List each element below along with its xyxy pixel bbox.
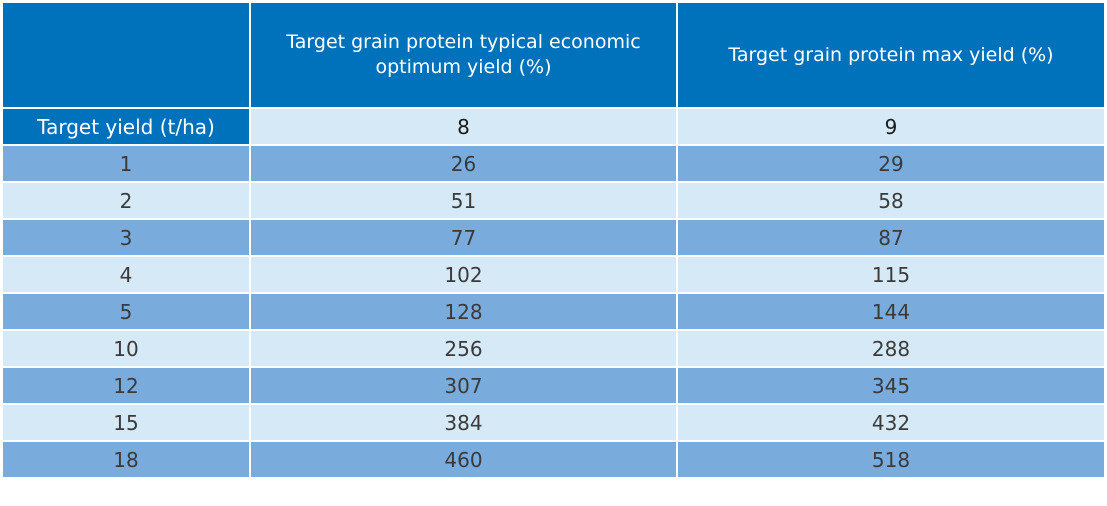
economic-optimum-cell: 307 [251, 368, 676, 403]
protein-value-max: 9 [678, 109, 1104, 144]
yield-cell: 3 [3, 220, 249, 255]
economic-optimum-cell: 128 [251, 294, 676, 329]
table-row: 1 26 29 [3, 146, 1104, 181]
table-row: 12 307 345 [3, 368, 1104, 403]
protein-value-economic: 8 [251, 109, 676, 144]
max-yield-cell: 345 [678, 368, 1104, 403]
yield-cell: 5 [3, 294, 249, 329]
table-row: 2 51 58 [3, 183, 1104, 218]
header-row: Target grain protein typical economic op… [3, 3, 1104, 107]
yield-cell: 18 [3, 442, 249, 477]
yield-cell: 10 [3, 331, 249, 366]
max-yield-cell: 87 [678, 220, 1104, 255]
table-row: 18 460 518 [3, 442, 1104, 477]
header-economic-optimum: Target grain protein typical economic op… [251, 3, 676, 107]
table-row: 10 256 288 [3, 331, 1104, 366]
table-row: 4 102 115 [3, 257, 1104, 292]
table-row: 5 128 144 [3, 294, 1104, 329]
target-yield-label: Target yield (t/ha) [3, 109, 249, 144]
economic-optimum-cell: 26 [251, 146, 676, 181]
yield-cell: 1 [3, 146, 249, 181]
yield-cell: 2 [3, 183, 249, 218]
table-header: Target grain protein typical economic op… [3, 3, 1104, 107]
max-yield-cell: 432 [678, 405, 1104, 440]
yield-cell: 15 [3, 405, 249, 440]
economic-optimum-cell: 460 [251, 442, 676, 477]
yield-cell: 4 [3, 257, 249, 292]
economic-optimum-cell: 51 [251, 183, 676, 218]
header-max-yield: Target grain protein max yield (%) [678, 3, 1104, 107]
max-yield-cell: 518 [678, 442, 1104, 477]
max-yield-cell: 29 [678, 146, 1104, 181]
max-yield-cell: 58 [678, 183, 1104, 218]
yield-cell: 12 [3, 368, 249, 403]
table-row: 15 384 432 [3, 405, 1104, 440]
table-row: 3 77 87 [3, 220, 1104, 255]
economic-optimum-cell: 256 [251, 331, 676, 366]
max-yield-cell: 144 [678, 294, 1104, 329]
table-body: 1 26 29 2 51 58 3 77 87 4 102 115 5 128 144 10 256 288 12 3… [3, 146, 1104, 477]
max-yield-cell: 115 [678, 257, 1104, 292]
nitrogen-table: Target grain protein typical economic op… [1, 1, 1106, 479]
economic-optimum-cell: 102 [251, 257, 676, 292]
header-empty-cell [3, 3, 249, 107]
table-subheader: Target yield (t/ha) 8 9 [3, 109, 1104, 144]
economic-optimum-cell: 77 [251, 220, 676, 255]
max-yield-cell: 288 [678, 331, 1104, 366]
subheader-row: Target yield (t/ha) 8 9 [3, 109, 1104, 144]
economic-optimum-cell: 384 [251, 405, 676, 440]
